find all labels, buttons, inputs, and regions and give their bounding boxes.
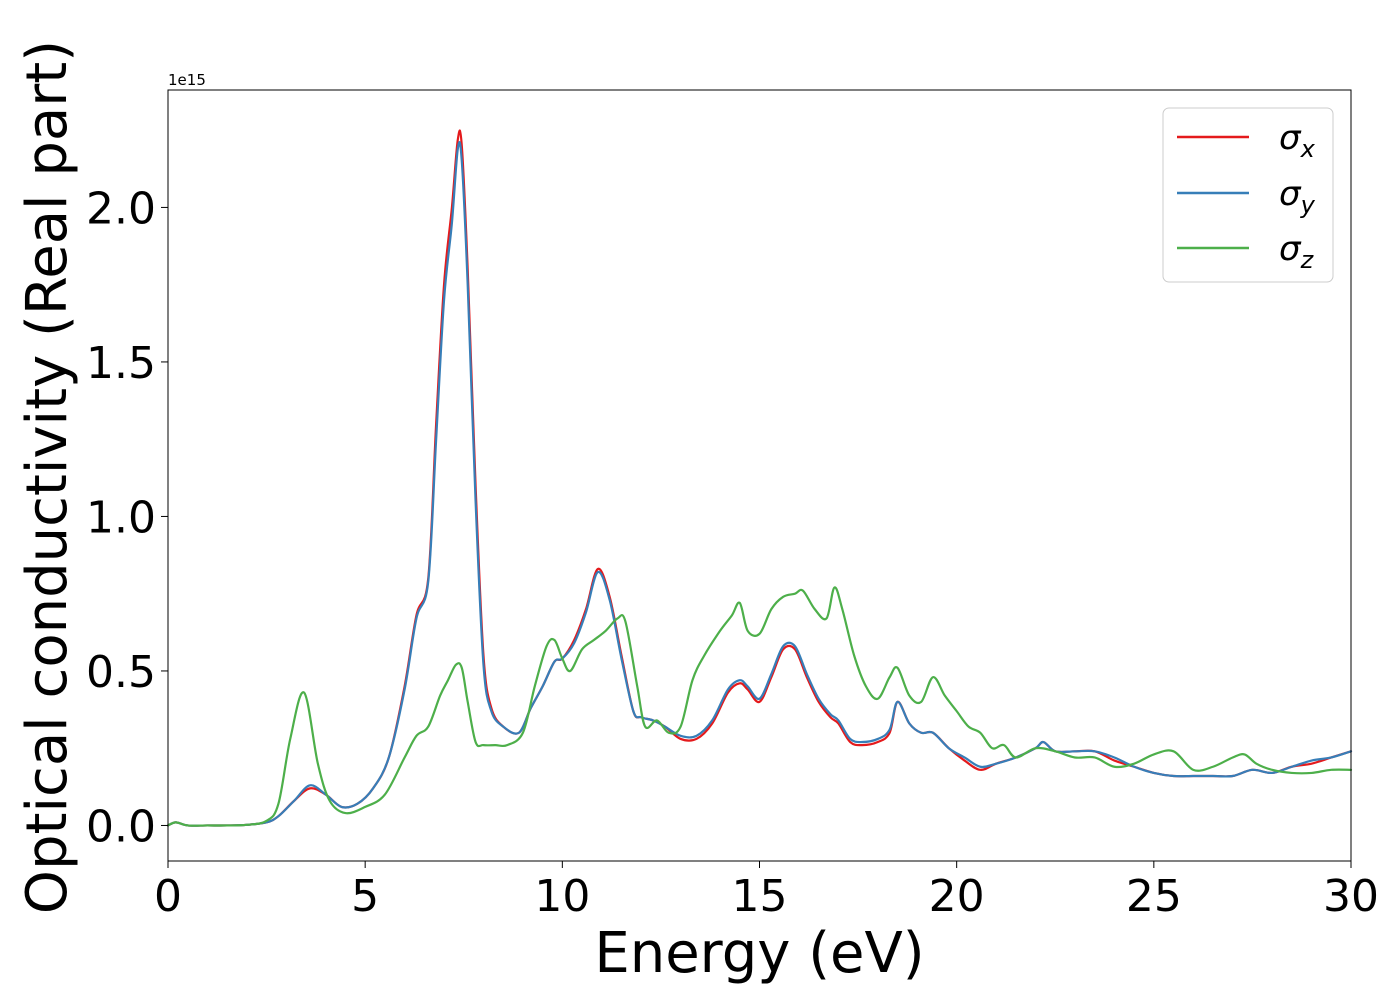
series-line-sigma-z: [166, 586, 1353, 827]
legend-label: σx: [1279, 118, 1316, 163]
y-tick-label: 1.5: [86, 338, 156, 389]
series-layer: [166, 129, 1353, 827]
y-tick-label: 2.0: [86, 183, 156, 234]
x-tick-label: 25: [1126, 871, 1182, 922]
plot-area: [166, 89, 1353, 862]
y-axis-label: Optical conductivity (Real part): [15, 40, 80, 914]
legend-box: [1162, 107, 1334, 283]
legend-label: σz: [1279, 229, 1315, 274]
plot-background: [168, 90, 1351, 861]
legend-label: σy: [1279, 174, 1316, 219]
x-tick-label: 10: [534, 871, 590, 922]
y-tick-label: 1.0: [86, 492, 156, 543]
legend: σx σy σz: [1162, 107, 1334, 283]
x-tick-label: 15: [732, 871, 788, 922]
x-tick-label: 30: [1323, 871, 1379, 922]
x-axis-label: Energy (eV): [594, 921, 924, 986]
x-tick-label: 5: [351, 871, 379, 922]
x-axis: 0 5 10 15 20 25 30: [154, 861, 1379, 922]
y-axis: 0.0 0.5 1.0 1.5 2.0: [86, 183, 168, 852]
x-tick-label: 20: [929, 871, 985, 922]
y-tick-label: 0.0: [86, 801, 156, 852]
x-tick-label: 0: [154, 871, 182, 922]
y-offset-label: 1e15: [168, 71, 206, 89]
y-tick-label: 0.5: [86, 647, 156, 698]
